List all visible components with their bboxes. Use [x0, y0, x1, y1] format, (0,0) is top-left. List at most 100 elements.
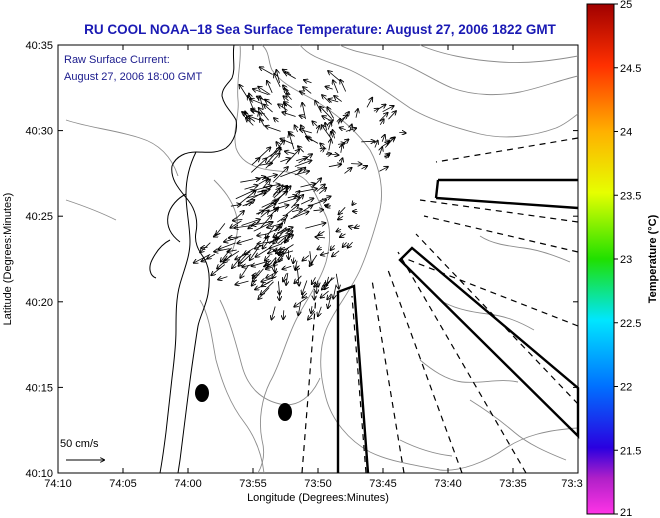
current-vector	[290, 212, 309, 220]
current-vector	[337, 229, 342, 231]
current-vector	[318, 306, 322, 316]
current-vector	[306, 137, 319, 144]
current-vector	[345, 128, 356, 131]
current-vector	[267, 223, 283, 227]
current-vector	[272, 167, 288, 183]
current-vector	[274, 118, 279, 122]
current-vector	[384, 155, 389, 156]
current-vector	[253, 89, 269, 96]
current-vector	[283, 266, 292, 269]
current-vector	[230, 205, 241, 207]
current-vector	[294, 171, 309, 176]
current-vector	[280, 244, 294, 253]
current-vector	[241, 219, 260, 226]
current-vector	[324, 277, 335, 286]
current-vector	[259, 215, 272, 229]
current-vector	[296, 168, 305, 175]
current-vector	[219, 242, 236, 249]
current-vector	[244, 247, 254, 254]
current-vector	[303, 255, 310, 260]
current-vector	[316, 184, 325, 192]
current-vector	[375, 141, 378, 148]
current-vector	[255, 147, 271, 162]
current-vector	[285, 89, 289, 96]
current-vector	[265, 255, 270, 260]
current-vector	[278, 104, 288, 111]
current-vector	[326, 87, 333, 90]
current-vector	[248, 96, 255, 111]
current-vector	[266, 259, 272, 265]
current-vector	[336, 273, 339, 289]
current-vector	[253, 222, 273, 232]
current-vector	[293, 191, 300, 198]
current-vector	[261, 281, 274, 295]
current-vector	[399, 132, 405, 133]
current-vector	[298, 154, 312, 164]
x-tick-label: 73:35	[499, 478, 527, 490]
current-vector	[267, 81, 273, 93]
current-vector	[316, 237, 326, 238]
current-vector	[295, 260, 297, 270]
current-vector-arrows	[194, 67, 406, 319]
current-vector	[214, 233, 221, 236]
current-vector	[240, 264, 249, 278]
colorbar-tick-label: 24	[620, 127, 632, 139]
current-vector	[237, 238, 254, 244]
y-tick-label: 40:10	[25, 468, 53, 480]
current-vector	[343, 242, 347, 247]
current-vector	[207, 253, 216, 259]
current-vector	[379, 113, 388, 122]
current-vector	[329, 99, 339, 102]
current-vector	[273, 257, 284, 265]
x-axis-label: Longitude (Degrees:Minutes)	[247, 492, 389, 504]
current-vector	[298, 302, 300, 316]
current-vector	[326, 206, 331, 207]
current-vector	[258, 87, 271, 95]
plot-area-frame	[57, 44, 579, 474]
current-vector	[325, 154, 331, 155]
current-vector	[300, 130, 312, 134]
current-vector	[230, 220, 242, 228]
current-vector	[296, 157, 307, 162]
current-vector	[250, 99, 265, 106]
current-vector	[380, 147, 383, 156]
current-vector	[266, 266, 276, 269]
x-tick-label: 73:55	[239, 478, 267, 490]
map-title: RU COOL NOAA–18 Sea Surface Temperature:…	[84, 22, 556, 37]
y-tick-label: 40:20	[25, 297, 53, 309]
current-vector	[291, 195, 303, 209]
colorbar-tick-label: 22	[620, 382, 632, 394]
current-vector	[218, 277, 228, 280]
current-vector	[317, 126, 319, 134]
current-vector	[283, 96, 289, 101]
current-vector	[348, 241, 353, 248]
current-vector	[240, 179, 259, 183]
current-vector	[291, 209, 302, 212]
current-vector	[235, 280, 249, 285]
current-vector	[338, 216, 344, 219]
current-vector	[311, 306, 312, 313]
x-tick-label: 73:45	[369, 478, 397, 490]
current-vector	[283, 273, 287, 281]
current-vector	[266, 227, 280, 235]
current-vector	[329, 139, 331, 151]
current-vector	[344, 168, 352, 174]
current-vector	[331, 132, 333, 138]
current-vector	[261, 200, 279, 208]
current-vector	[263, 241, 269, 248]
current-vector	[341, 145, 342, 153]
current-vector	[275, 234, 282, 240]
current-vector	[258, 287, 270, 300]
current-vector	[242, 203, 252, 207]
current-vector	[340, 80, 347, 92]
current-vector	[286, 94, 292, 100]
current-vector	[293, 205, 312, 218]
current-vector	[311, 178, 321, 189]
y-axis-label: Latitude (Degrees:Minutes)	[2, 193, 14, 326]
current-vector	[318, 231, 325, 235]
y-tick-label: 40:35	[25, 40, 53, 52]
current-vector	[258, 242, 274, 244]
current-vector	[200, 242, 211, 253]
current-vector	[333, 284, 336, 299]
current-vector	[308, 311, 316, 319]
